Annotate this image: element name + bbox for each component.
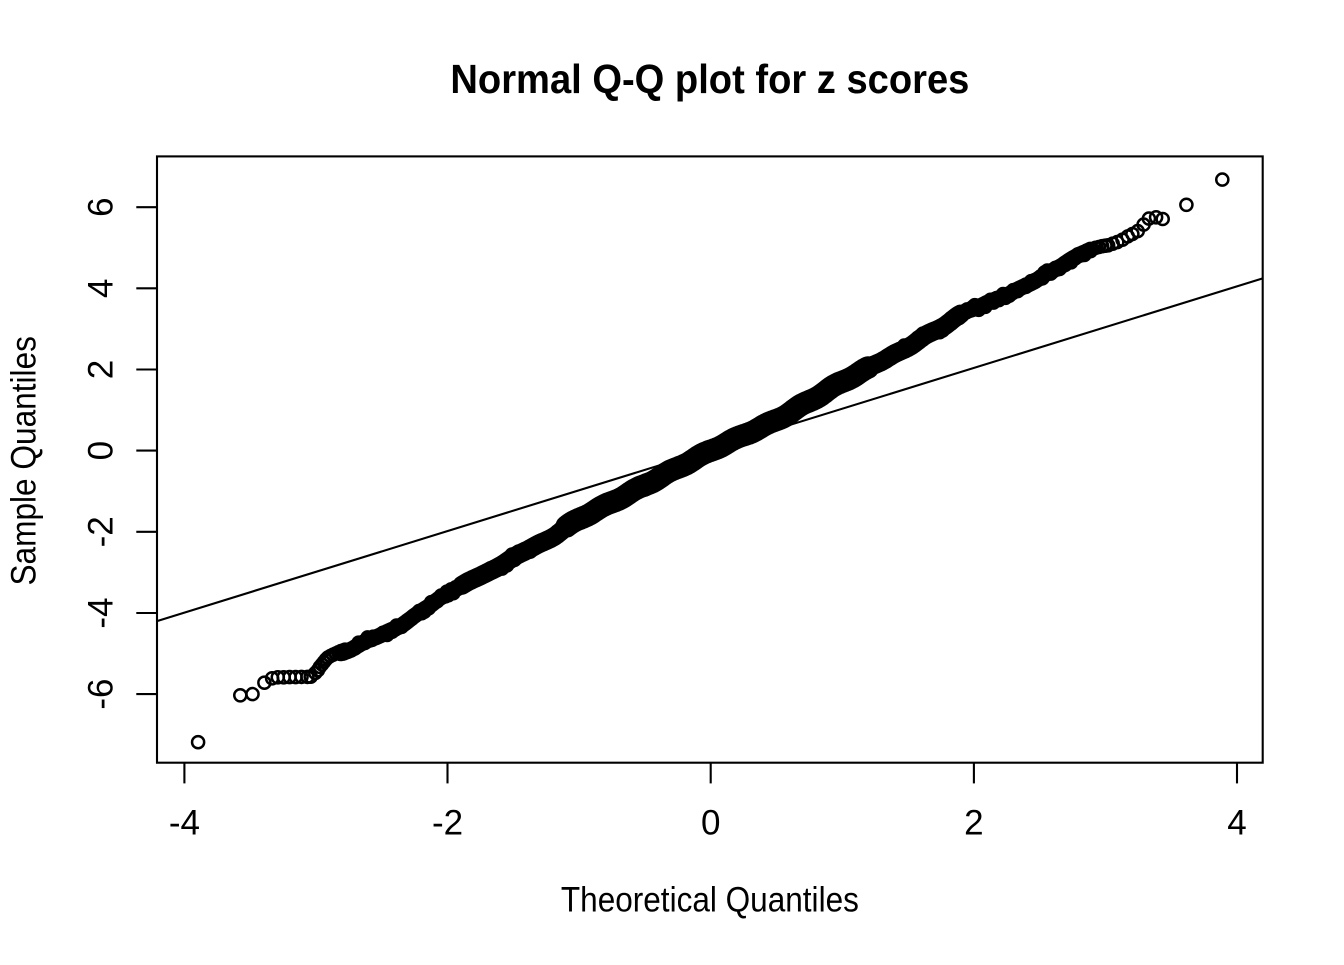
- svg-text:0: 0: [82, 441, 121, 460]
- svg-text:Sample Quantiles: Sample Quantiles: [4, 336, 43, 586]
- svg-text:-6: -6: [82, 679, 121, 710]
- svg-text:6: 6: [82, 197, 121, 216]
- svg-text:2: 2: [82, 360, 121, 379]
- svg-text:2: 2: [964, 803, 983, 842]
- svg-text:-4: -4: [169, 803, 200, 842]
- svg-text:Theoretical Quantiles: Theoretical Quantiles: [561, 881, 859, 920]
- svg-text:-4: -4: [82, 597, 121, 628]
- svg-text:0: 0: [701, 803, 720, 842]
- svg-text:-2: -2: [432, 803, 463, 842]
- svg-text:4: 4: [1227, 803, 1246, 842]
- svg-text:4: 4: [82, 279, 121, 298]
- svg-text:Normal Q-Q plot for z scores: Normal Q-Q plot for z scores: [450, 56, 969, 102]
- svg-text:-2: -2: [82, 516, 121, 547]
